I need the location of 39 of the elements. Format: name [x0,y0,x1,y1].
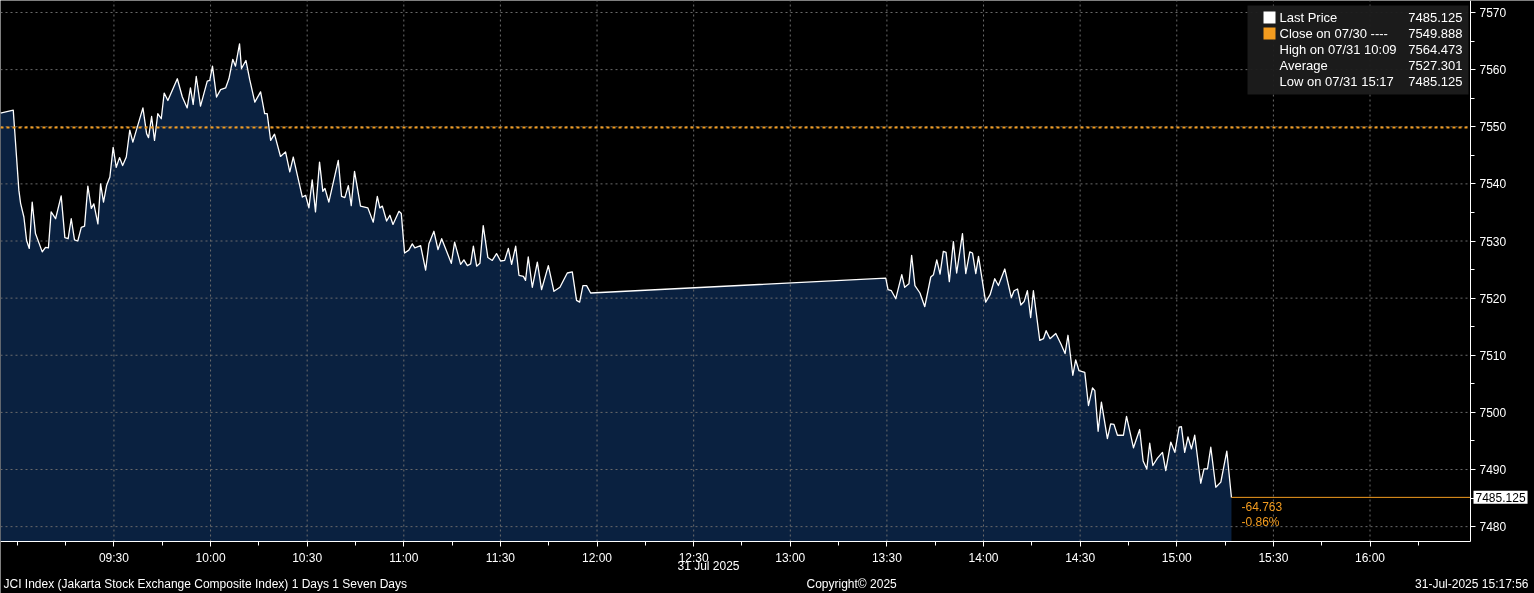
x-tick-label: 15:30 [1258,550,1289,565]
annotation: 7527.301 [1408,58,1463,73]
x-tick-label: 14:00 [968,550,999,565]
annotation: -0.86% [1241,515,1280,530]
legend-label: Close on 07/30 ---- [1279,26,1388,41]
y-tick-label: 7530 [1479,234,1507,249]
text: 31-Jul-2025 15:17:56 [1415,576,1529,591]
x-tick-label: 13:30 [871,550,903,565]
y-tick-label: 7520 [1479,291,1507,306]
y-tick-label: 7480 [1479,520,1507,535]
y-tick-label: 7540 [1479,177,1507,192]
y-tick-label: 7560 [1479,63,1507,78]
annotation: Low on 07/31 15:17 [1279,74,1394,89]
y-tick-label: 7500 [1479,405,1507,420]
annotation: 7485.125 [1408,74,1463,89]
x-tick-label: 14:30 [1065,550,1096,565]
text: JCI Index (Jakarta Stock Exchange Composite Index) 1 Days 1 Seven Days [3,576,408,591]
x-tick-label: 09:30 [98,550,130,565]
annotation: 7564.473 [1408,42,1463,57]
x-tick-label: 11:00 [389,550,419,565]
ref-line-label: 7485.125 [1475,490,1526,505]
x-tick-label: 16:00 [1355,550,1386,565]
x-tick-label: 13:00 [775,550,806,565]
y-tick-label: 7490 [1479,463,1507,478]
x-tick-label: 11:30 [485,550,516,565]
x-tick-label: 12:00 [582,550,613,565]
text: Copyright© 2025 [806,576,898,591]
x-tick-label: 10:30 [292,550,323,565]
annotation: High on 07/31 10:09 [1279,42,1397,57]
legend-label: Last Price [1279,10,1338,25]
y-tick-label: 7570 [1479,6,1507,20]
annotation: Average [1279,58,1328,73]
x-tick-label: 15:00 [1161,550,1193,565]
annotation: 7549.888 [1408,26,1463,41]
x-tick-label: 10:00 [195,550,226,565]
y-tick-label: 7510 [1479,348,1507,363]
annotation: 7485.125 [1408,10,1463,25]
y-tick-label: 7550 [1479,120,1507,135]
annotation: -64.763 [1241,499,1283,514]
